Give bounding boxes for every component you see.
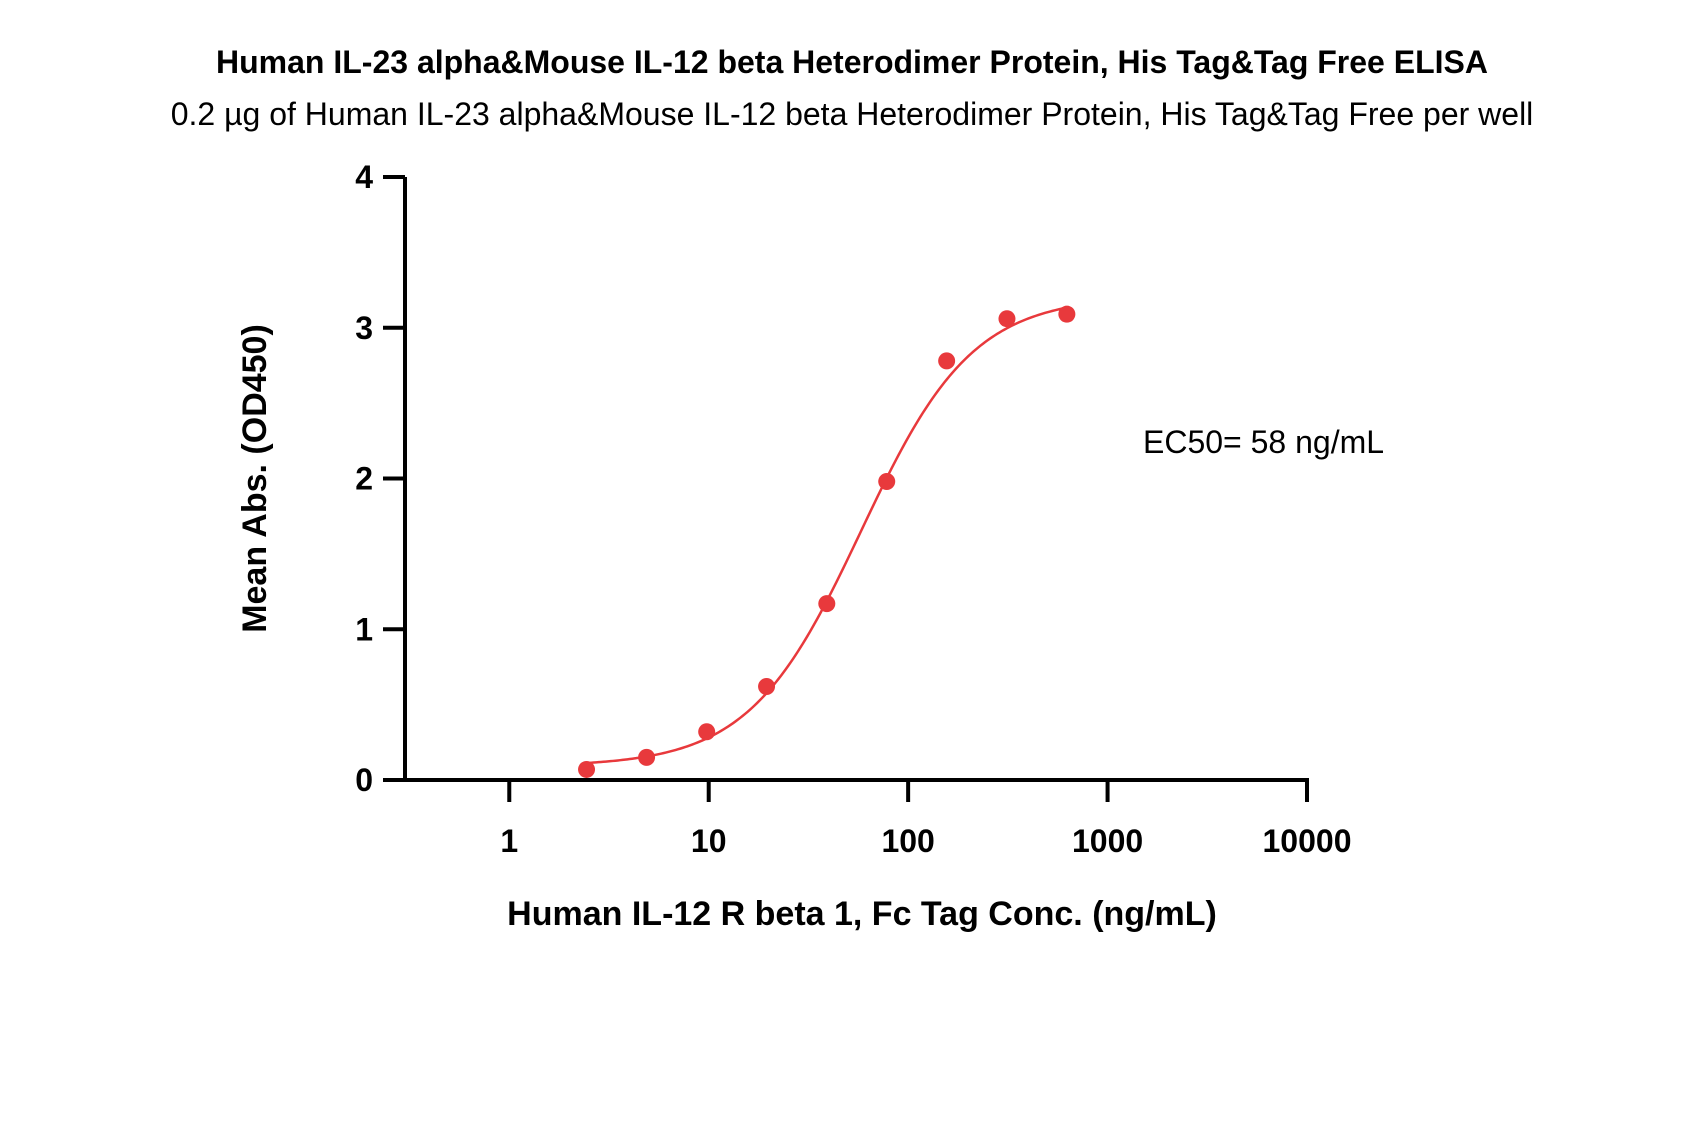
y-tick-label: 2 — [355, 461, 373, 497]
data-point — [818, 595, 836, 613]
x-tick-label: 100 — [881, 823, 934, 859]
y-tick-label: 3 — [355, 310, 373, 346]
data-point — [878, 473, 896, 491]
data-point — [938, 352, 956, 370]
ec50-annotation: EC50= 58 ng/mL — [1143, 424, 1384, 460]
chart-title: Human IL-23 alpha&Mouse IL-12 beta Heter… — [216, 44, 1488, 80]
data-point — [638, 748, 656, 766]
labels-layer: 0 1 2 3 4 1 10 100 1000 10000 Human IL-12 R beta 1… — [236, 159, 1384, 933]
data-point — [698, 723, 716, 741]
data-point — [1058, 305, 1076, 323]
x-tick-label: 10000 — [1263, 823, 1352, 859]
data-points-layer — [578, 305, 1076, 778]
x-tick-label: 1 — [500, 823, 518, 859]
y-tick-label: 4 — [355, 159, 373, 195]
x-tick-label: 1000 — [1072, 823, 1143, 859]
fit-curve-layer — [586, 306, 1068, 765]
fit-curve — [586, 306, 1068, 765]
x-tick-label: 10 — [691, 823, 727, 859]
y-tick-label: 0 — [355, 762, 373, 798]
data-point — [578, 760, 596, 778]
chart-subtitle: 0.2 µg of Human IL-23 alpha&Mouse IL-12 … — [170, 96, 1534, 132]
y-tick-label: 1 — [355, 611, 373, 647]
axes — [383, 175, 1309, 802]
data-point — [998, 310, 1016, 328]
y-axis-title: Mean Abs. (OD450) — [236, 324, 274, 633]
x-axis-title: Human IL-12 R beta 1, Fc Tag Conc. (ng/m… — [507, 895, 1217, 933]
data-point — [758, 678, 776, 696]
